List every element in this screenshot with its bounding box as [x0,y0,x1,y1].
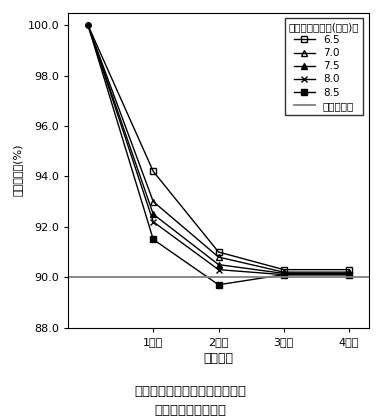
Line: 7.5: 7.5 [150,211,353,277]
8.0 [216,267,221,272]
8.0 [282,272,286,277]
目標歩留り [151,275,155,280]
7.5 [151,212,155,217]
8.5 [151,237,155,242]
6.5 [151,169,155,174]
7.0 [347,270,351,275]
8.5 [282,272,286,277]
8.0 [151,219,155,224]
8.0 [347,272,351,277]
目標歩留り [86,275,90,280]
Text: 図２　精米経過（コシヒカリ）: 図２ 精米経過（コシヒカリ） [134,385,246,398]
7.0 [282,270,286,275]
7.5 [282,271,286,276]
Line: 6.5: 6.5 [150,168,353,273]
Legend: 6.5, 7.0, 7.5, 8.0, 8.5, 目標歩留り: 6.5, 7.0, 7.5, 8.0, 8.5, 目標歩留り [285,18,363,115]
7.0 [151,199,155,204]
Line: 7.0: 7.0 [150,198,353,276]
Line: 8.0: 8.0 [150,218,353,278]
Line: 8.5: 8.5 [150,236,353,288]
Y-axis label: 精米歩留り(%): 精米歩留り(%) [12,144,22,197]
6.5 [216,249,221,255]
7.5 [216,262,221,267]
8.5 [216,282,221,287]
X-axis label: 精米回数: 精米回数 [204,352,233,365]
6.5 [347,267,351,272]
7.5 [347,271,351,276]
6.5 [282,267,286,272]
8.5 [347,272,351,277]
Text: －精米歩留りモード: －精米歩留りモード [154,404,226,417]
7.0 [216,255,221,260]
